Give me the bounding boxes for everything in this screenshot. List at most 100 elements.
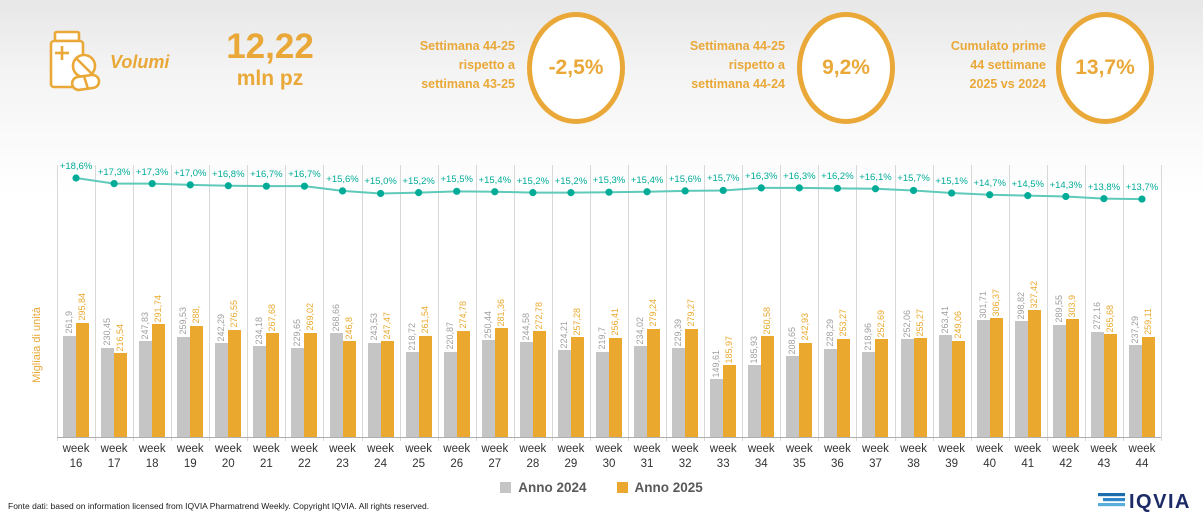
growth-label: +15,7% <box>897 173 930 185</box>
x-axis-tick-label: week 33 <box>704 442 742 472</box>
bar-anno-2024 <box>634 346 648 437</box>
trend-dot <box>415 189 423 197</box>
kpi-label-line: Settimana 44-25 <box>689 39 785 53</box>
growth-label: +15,5% <box>440 174 473 186</box>
gridline <box>133 165 135 441</box>
trend-dot <box>186 181 194 189</box>
gridline <box>475 165 477 441</box>
bar-anno-2025 <box>799 342 813 437</box>
week-number: 24 <box>374 458 387 470</box>
bar-anno-2025 <box>114 353 128 437</box>
growth-label: +16,7% <box>288 169 321 181</box>
week-word: week <box>100 443 128 455</box>
week-number: 32 <box>678 458 692 470</box>
week-number: 26 <box>450 458 464 470</box>
week-word: week <box>138 443 166 455</box>
week-word: week <box>1128 443 1156 455</box>
gridline <box>551 165 553 441</box>
bar-anno-2024 <box>443 351 457 437</box>
x-axis-tick-label: week 27 <box>476 442 514 472</box>
gridline <box>1084 165 1086 441</box>
kpi-label-line: Settimana 44-25 <box>419 39 515 53</box>
x-axis-tick-label: week 32 <box>666 442 704 472</box>
trend-dot <box>986 191 994 199</box>
bar-anno-2024 <box>101 347 115 437</box>
bar-anno-2025 <box>532 331 546 437</box>
gridline <box>818 165 820 441</box>
kpi-label-line: rispetto a <box>728 58 785 72</box>
week-number: 35 <box>792 458 806 470</box>
growth-label: +14,3% <box>1049 179 1083 191</box>
x-axis-tick-label: week 17 <box>95 442 133 472</box>
growth-label: +15,7% <box>706 173 740 185</box>
trend-dot <box>491 188 499 196</box>
week-word: week <box>367 443 394 455</box>
trend-dot <box>1100 195 1108 203</box>
trend-dot <box>148 179 156 188</box>
x-axis-tick-label: week 25 <box>400 442 438 472</box>
week-number: 19 <box>183 458 197 470</box>
kpi-cumulative-label: Cumulato prime 44 settimane 2025 vs 2024 <box>906 37 1046 94</box>
bar-anno-2024 <box>139 341 153 437</box>
gridline <box>666 165 668 441</box>
growth-label: +15,2% <box>554 175 588 187</box>
total-volume-value: 12,22 <box>226 27 314 66</box>
x-axis-tick-label: week 22 <box>285 442 323 472</box>
bar-anno-2025 <box>152 324 166 437</box>
gridline <box>247 165 249 441</box>
week-word: week <box>633 443 661 455</box>
trend-dot <box>567 189 575 197</box>
x-axis-tick-label: week 21 <box>247 442 285 472</box>
week-word: week <box>443 443 471 455</box>
x-axis-tick-label: week 26 <box>438 442 476 472</box>
kpi-label-line: rispetto a <box>458 58 515 72</box>
kpi-label-line: settimana 43-25 <box>421 77 515 91</box>
trend-dot <box>453 187 461 195</box>
week-number: 20 <box>221 458 235 470</box>
growth-label: +16,1% <box>859 171 892 183</box>
trend-dot <box>833 184 842 192</box>
bar-anno-2025 <box>837 338 851 437</box>
bar-anno-2024 <box>1090 331 1104 437</box>
week-number: 18 <box>145 458 159 470</box>
bar-anno-2024 <box>557 350 571 437</box>
bar-anno-2025 <box>723 365 737 437</box>
week-number: 41 <box>1021 458 1035 470</box>
bar-anno-2024 <box>672 348 686 437</box>
trend-dot <box>871 185 880 193</box>
medicine-volumes-icon <box>44 26 108 99</box>
trend-dot <box>795 184 803 192</box>
week-word: week <box>252 443 280 455</box>
trend-dot <box>262 182 270 190</box>
x-axis-tick-label: week 38 <box>895 442 933 472</box>
bar-anno-2025 <box>913 338 927 437</box>
x-axis-tick-label: week 24 <box>362 442 400 472</box>
growth-label: +14,5% <box>1011 178 1045 190</box>
trend-dot <box>1138 195 1146 203</box>
bar-anno-2024 <box>215 343 229 437</box>
bar-anno-2025 <box>456 330 470 437</box>
x-axis-tick-label: week 34 <box>742 442 780 472</box>
growth-label: +15,0% <box>364 176 397 188</box>
bar-anno-2025 <box>1027 310 1041 437</box>
gridline <box>95 165 97 441</box>
week-word: week <box>1014 443 1042 455</box>
bar-anno-2025 <box>494 328 508 437</box>
week-number: 28 <box>526 458 540 470</box>
week-word: week <box>176 443 204 455</box>
bar-anno-2025 <box>380 341 394 437</box>
growth-label: +16,7% <box>250 169 283 181</box>
week-word: week <box>709 443 737 455</box>
week-word: week <box>747 443 775 455</box>
bar-anno-2025 <box>1103 334 1117 437</box>
kpi-label-line: 2025 vs 2024 <box>969 77 1046 91</box>
gridline <box>209 165 211 441</box>
bar-anno-2025 <box>609 337 622 437</box>
logo-stripe <box>1098 493 1125 497</box>
legend-label-2025: Anno 2025 <box>634 480 703 495</box>
bar-anno-2025 <box>304 332 318 437</box>
x-axis-tick-label: week 41 <box>1009 442 1047 472</box>
bar-anno-2025 <box>1141 336 1155 437</box>
kpi-cumulative-value: 13,7% <box>1056 12 1154 124</box>
